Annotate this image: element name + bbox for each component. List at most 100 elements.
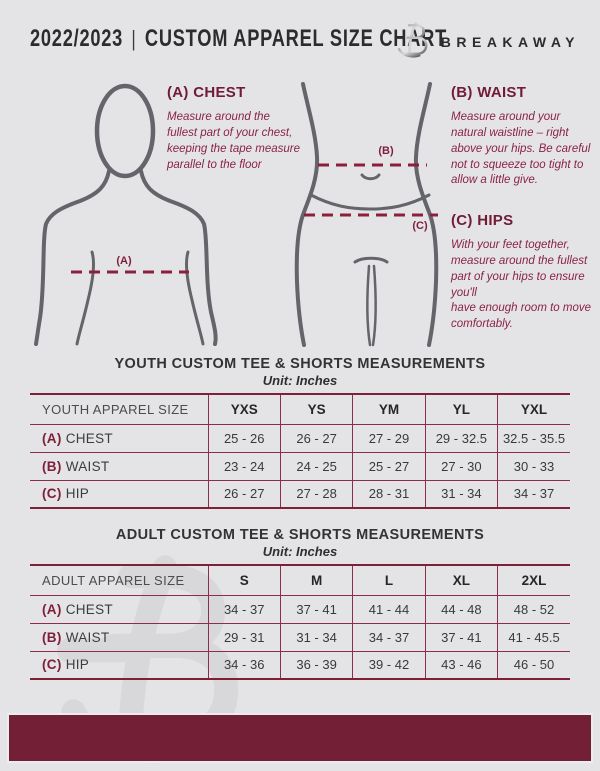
adult-col-xl: XL	[424, 565, 498, 595]
youth-size-header-cell: YOUTH APPAREL SIZE	[42, 401, 189, 417]
youth-chest-label: (A) CHEST	[30, 423, 208, 452]
table-cell: 31 - 34	[424, 479, 498, 508]
breakaway-b-logo-icon	[396, 22, 428, 58]
table-cell: 27 - 30	[424, 451, 498, 480]
table-cell: 23 - 24	[207, 451, 281, 480]
table-cell: 43 - 46	[424, 650, 498, 679]
adult-hip-label: (C) HIP	[30, 650, 208, 679]
youth-hip-row: (C) HIP 26 - 27 27 - 28 28 - 31 31 - 34 …	[30, 479, 570, 508]
hips-instructions: (C) HIPS With your feet together, measur…	[451, 212, 598, 333]
chest-heading: (A) CHEST	[167, 84, 246, 101]
torso-figure	[294, 82, 439, 347]
chest-instructions: (A) CHEST Measure around the fullest par…	[167, 84, 301, 173]
table-cell: 27 - 28	[279, 479, 353, 508]
adult-table-unit: Unit: Inches	[262, 544, 338, 559]
row-label: WAIST	[65, 458, 110, 474]
youth-col-yxl: YXL	[497, 394, 570, 424]
table-cell: 26 - 27	[279, 423, 353, 452]
adult-col-m: M	[279, 565, 353, 595]
hips-marker-label: (C)	[412, 220, 428, 232]
row-label: CHEST	[65, 430, 113, 446]
table-cell: 29 - 31	[207, 622, 281, 651]
body-figures-illustration	[34, 82, 439, 347]
row-prefix: (C)	[42, 657, 62, 673]
table-cell: 46 - 50	[497, 650, 570, 679]
adult-col-l: L	[352, 565, 426, 595]
youth-size-table-section: YOUTH CUSTOM TEE & SHORTS MEASUREMENTS U…	[30, 356, 570, 509]
youth-hip-label: (C) HIP	[30, 479, 208, 508]
adult-col-2xl: 2XL	[497, 565, 570, 595]
youth-col-ym: YM	[352, 394, 426, 424]
table-cell: 25 - 27	[352, 451, 426, 480]
brand-name: BREAKAWAY	[440, 34, 580, 50]
row-prefix: (B)	[42, 629, 62, 645]
waist-marker-label: (B)	[378, 145, 394, 157]
navel-mark	[360, 173, 381, 181]
youth-size-table: YOUTH APPAREL SIZE YXS YS YM YL YXL (A) …	[30, 393, 570, 509]
row-prefix: (C)	[42, 486, 62, 502]
row-label: HIP	[65, 657, 90, 673]
table-cell: 25 - 26	[207, 423, 281, 452]
table-cell: 26 - 27	[207, 479, 281, 508]
adult-size-table-section: ADULT CUSTOM TEE & SHORTS MEASUREMENTS U…	[30, 527, 570, 680]
table-cell: 27 - 29	[352, 423, 426, 452]
row-prefix: (B)	[42, 458, 62, 474]
adult-table-header-row: ADULT APPAREL SIZE S M L XL 2XL	[30, 565, 570, 595]
waist-heading: (B) WAIST	[451, 84, 527, 101]
adult-chest-row: (A) CHEST 34 - 37 37 - 41 41 - 44 44 - 4…	[30, 594, 570, 623]
table-cell: 36 - 39	[279, 650, 353, 679]
adult-size-header-cell: ADULT APPAREL SIZE	[42, 572, 185, 588]
brand-lockup: BREAKAWAY	[396, 20, 580, 60]
title-text: CUSTOM APPAREL SIZE CHART	[144, 25, 447, 52]
table-cell: 44 - 48	[424, 594, 498, 623]
youth-table-title: YOUTH CUSTOM TEE & SHORTS MEASUREMENTS	[114, 356, 486, 372]
table-cell: 31 - 34	[279, 622, 353, 651]
adult-hip-row: (C) HIP 34 - 36 36 - 39 39 - 42 43 - 46 …	[30, 650, 570, 679]
table-cell: 34 - 36	[207, 650, 281, 679]
table-cell: 29 - 32.5	[424, 423, 498, 452]
hips-body-text: With your feet together, measure around …	[451, 239, 592, 331]
table-cell: 28 - 31	[352, 479, 426, 508]
adult-size-table: ADULT APPAREL SIZE S M L XL 2XL (A) CHES…	[30, 564, 570, 680]
table-cell: 41 - 45.5	[497, 622, 570, 651]
youth-col-yxs: YXS	[207, 394, 281, 424]
youth-table-unit: Unit: Inches	[262, 373, 338, 388]
hips-heading: (C) HIPS	[451, 212, 514, 229]
title-year: 2022/2023	[30, 25, 124, 52]
title-divider: |	[131, 26, 137, 51]
table-cell: 32.5 - 35.5	[497, 423, 570, 452]
chest-body-text: Measure around the fullest part of your …	[167, 111, 300, 171]
footer-bar	[7, 713, 593, 763]
bust-figure	[34, 83, 218, 346]
head-outline	[94, 83, 156, 179]
youth-col-ys: YS	[279, 394, 353, 424]
table-cell: 24 - 25	[279, 451, 353, 480]
table-cell: 37 - 41	[279, 594, 353, 623]
adult-table-title: ADULT CUSTOM TEE & SHORTS MEASUREMENTS	[115, 527, 485, 543]
waist-instructions: (B) WAIST Measure around your natural wa…	[451, 84, 595, 189]
row-label: WAIST	[65, 629, 110, 645]
row-label: HIP	[65, 486, 90, 502]
measurement-dashed-lines	[71, 163, 438, 274]
youth-table-header-row: YOUTH APPAREL SIZE YXS YS YM YL YXL	[30, 394, 570, 424]
adult-waist-row: (B) WAIST 29 - 31 31 - 34 34 - 37 37 - 4…	[30, 622, 570, 651]
table-cell: 48 - 52	[497, 594, 570, 623]
table-cell: 34 - 37	[352, 622, 426, 651]
row-prefix: (A)	[42, 430, 62, 446]
youth-waist-label: (B) WAIST	[30, 451, 208, 480]
adult-chest-label: (A) CHEST	[30, 594, 208, 623]
adult-col-s: S	[207, 565, 281, 595]
row-label: CHEST	[65, 601, 113, 617]
adult-waist-label: (B) WAIST	[30, 622, 208, 651]
table-cell: 41 - 44	[352, 594, 426, 623]
youth-waist-row: (B) WAIST 23 - 24 24 - 25 25 - 27 27 - 3…	[30, 451, 570, 480]
table-cell: 37 - 41	[424, 622, 498, 651]
table-cell: 34 - 37	[207, 594, 281, 623]
youth-col-yl: YL	[424, 394, 498, 424]
table-cell: 30 - 33	[497, 451, 570, 480]
page-title: 2022/2023 | CUSTOM APPAREL SIZE CHART	[30, 25, 447, 53]
chest-marker-label: (A)	[116, 255, 132, 267]
page-header: 2022/2023 | CUSTOM APPAREL SIZE CHART	[0, 18, 600, 64]
waist-body-text: Measure around your natural waistline – …	[451, 111, 591, 187]
